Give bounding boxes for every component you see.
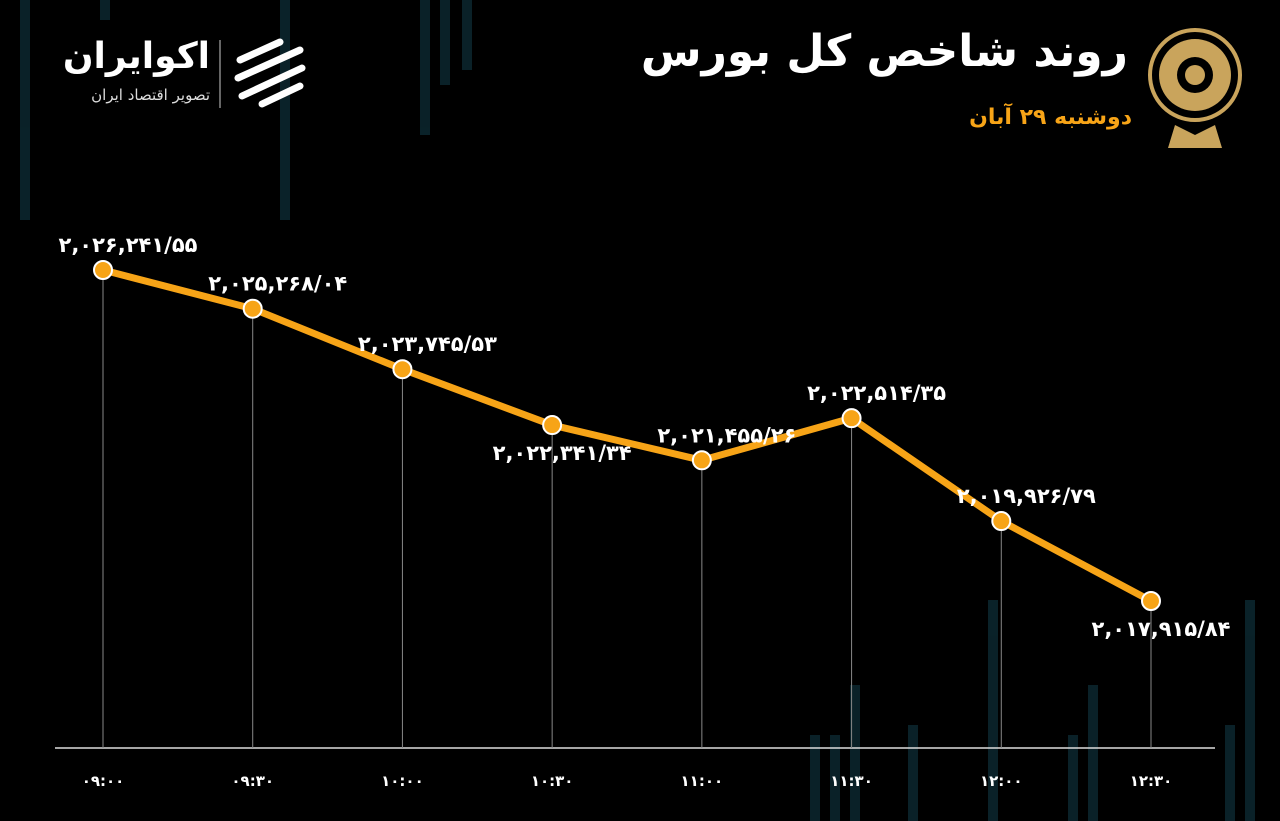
point <box>93 260 113 280</box>
point <box>392 359 413 380</box>
x-tick-label: ۰۹:۳۰ <box>231 772 274 790</box>
point <box>242 298 263 319</box>
logo: اکوایران تصویر اقتصاد ایران <box>63 36 306 108</box>
x-tick-label: ۱۰:۰۰ <box>381 772 424 790</box>
x-tick-label: ۱۲:۰۰ <box>980 772 1023 790</box>
logo-tagline: تصویر اقتصاد ایران <box>91 86 210 104</box>
point <box>841 408 862 429</box>
decoration <box>20 0 1255 821</box>
x-tick-label: ۱۲:۳۰ <box>1130 772 1173 790</box>
x-tick-label: ۱۱:۳۰ <box>830 772 873 790</box>
data-label: ۲,۰۲۳,۷۴۵/۵۳ <box>358 332 497 356</box>
x-tick-label: ۱۱:۰۰ <box>681 772 724 790</box>
data-label: ۲,۰۱۹,۹۲۶/۷۹ <box>957 484 1096 508</box>
emblem <box>1148 28 1242 148</box>
logo-name: اکوایران <box>63 36 210 77</box>
point <box>691 450 712 471</box>
data-label: ۲,۰۲۱,۴۵۵/۲۶ <box>657 423 796 447</box>
point <box>1141 591 1161 611</box>
line <box>102 266 1153 605</box>
data-label: ۲,۰۲۲,۵۱۴/۳۵ <box>807 381 946 405</box>
data-label: ۲,۰۲۵,۲۶۸/۰۴ <box>208 272 347 296</box>
point <box>542 415 563 436</box>
data-label: ۲,۰۲۲,۳۴۱/۳۴ <box>493 441 632 465</box>
chart-subtitle: دوشنبه ۲۹ آبان <box>969 102 1132 130</box>
data-label: ۲,۰۲۶,۲۴۱/۵۵ <box>59 233 198 257</box>
point <box>991 511 1012 532</box>
x-tick-label: ۱۰:۳۰ <box>531 772 574 790</box>
data-label: ۲,۰۱۷,۹۱۵/۸۴ <box>1092 617 1231 641</box>
x-tick-label: ۰۹:۰۰ <box>82 772 125 790</box>
chart-title: روند شاخص کل بورس <box>641 26 1128 77</box>
